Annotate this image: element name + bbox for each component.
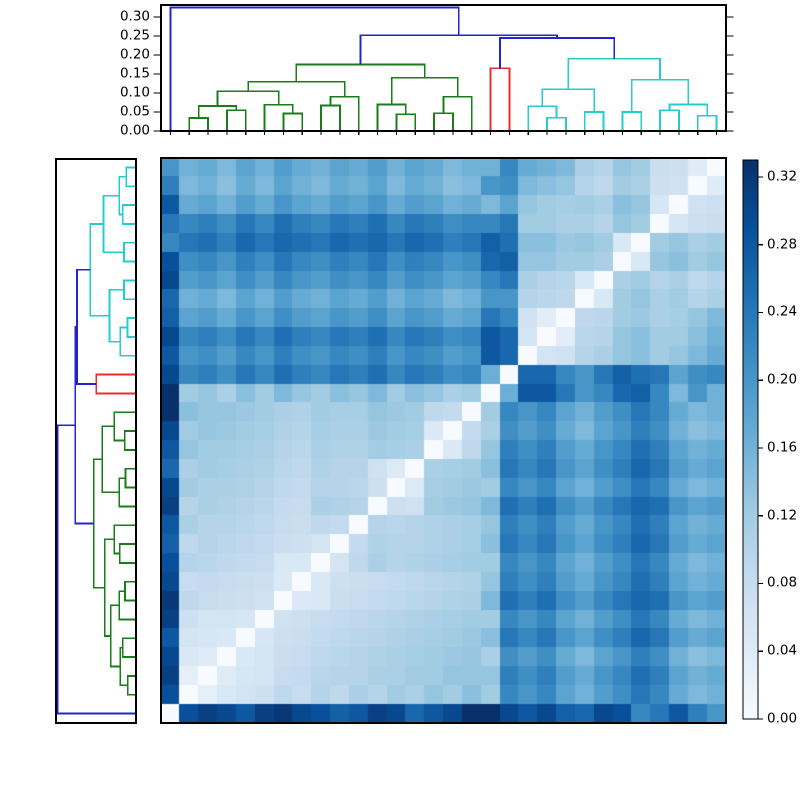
top-dendrogram-link-cyan xyxy=(567,57,661,90)
top-dendrogram-link-green xyxy=(295,63,426,82)
panel-frame xyxy=(742,159,759,720)
left-dendrogram-link-green xyxy=(119,543,136,564)
top-dendrogram-link-cyan xyxy=(541,88,596,112)
top-dendrogram-link-green xyxy=(263,103,294,131)
panel-frame xyxy=(55,158,137,724)
left-dendrogram-link-cyan xyxy=(126,317,136,338)
left-dendrogram-link-cyan xyxy=(125,166,136,188)
top-dendrogram-link-green xyxy=(433,112,454,131)
left-dendrogram-link-blue xyxy=(76,268,97,385)
top-dendrogram-link-blue xyxy=(169,6,460,131)
left-dendrogram-link-green xyxy=(101,425,120,494)
top-dendrogram-link-green xyxy=(320,104,341,131)
top-dendrogram-link-green xyxy=(247,80,346,97)
top-dendrogram-link-cyan xyxy=(630,78,690,112)
top-dendrogram-link-cyan xyxy=(527,105,558,131)
left-dendrogram-link-blue xyxy=(56,424,136,715)
left-dendrogram-link-cyan xyxy=(89,223,110,317)
left-dendrogram-link-cyan xyxy=(102,194,124,254)
top-dendrogram-link-green xyxy=(216,90,280,106)
left-dendrogram-link-green xyxy=(118,590,136,621)
top-dendrogram-link-red xyxy=(489,67,511,131)
left-dendrogram-link-green xyxy=(124,467,136,489)
panel-frame xyxy=(160,4,727,132)
left-dendrogram-link-green xyxy=(113,524,136,555)
left-dendrogram-link-cyan xyxy=(121,204,136,225)
left-dendrogram-link-green xyxy=(118,477,136,508)
top-dendrogram-link-green xyxy=(329,95,360,131)
left-dendrogram-link-cyan xyxy=(123,241,136,263)
left-dendrogram-link-red xyxy=(95,373,136,395)
top-dendrogram-link-cyan xyxy=(696,114,718,131)
top-dendrogram-link-green xyxy=(390,76,459,105)
top-dendrogram-link-green xyxy=(197,105,238,119)
top-dendrogram-link-blue xyxy=(359,34,558,65)
top-dendrogram-link-cyan xyxy=(583,111,605,131)
top-dendrogram-link-cyan xyxy=(546,116,567,131)
left-dendrogram-link-green xyxy=(119,646,128,687)
left-dendrogram-link-green xyxy=(126,675,136,696)
top-dendrogram-link-cyan xyxy=(659,109,680,131)
top-dendrogram-link-cyan xyxy=(621,111,643,131)
top-dendrogram-link-green xyxy=(188,117,209,131)
distance-matrix-heatmap xyxy=(161,158,726,723)
left-dendrogram-link-green xyxy=(124,580,136,602)
top-dendrogram-link-green xyxy=(226,109,247,131)
left-dendrogram-link-green xyxy=(103,538,115,637)
top-dendrogram-link-green xyxy=(376,103,407,131)
colorbar xyxy=(743,160,758,719)
left-dendrogram-link-blue xyxy=(74,326,94,525)
top-dendrogram-link-green xyxy=(282,112,304,131)
top-dendrogram-link-green xyxy=(395,113,417,131)
top-dendrogram-link-blue xyxy=(499,37,616,69)
panel-frame xyxy=(160,157,727,724)
left-dendrogram-link-cyan xyxy=(108,288,124,343)
left-dendrogram-link-green xyxy=(123,430,136,451)
left-dendrogram-link-cyan xyxy=(123,279,136,301)
left-dendrogram-link-green xyxy=(121,637,136,658)
